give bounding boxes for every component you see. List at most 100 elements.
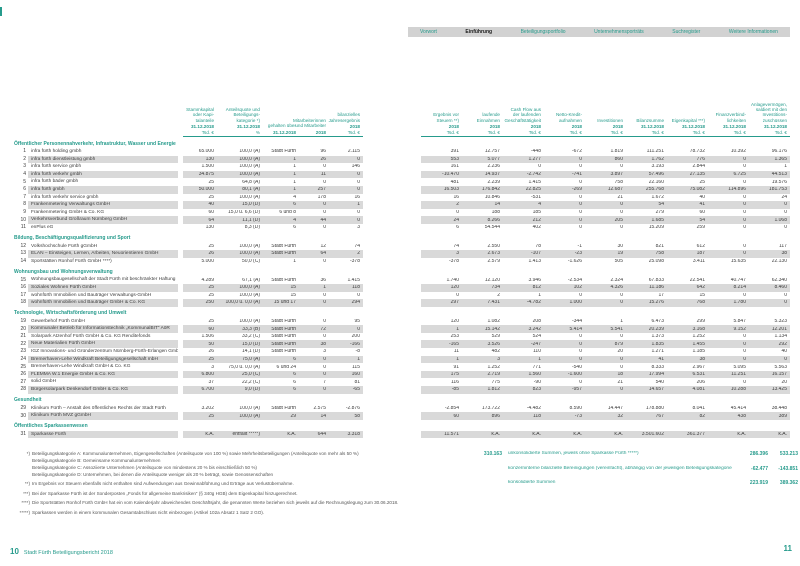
cell-mitarbeiter: 0 — [323, 300, 326, 306]
cell-mitarbeiter: 0 — [323, 210, 326, 216]
left-value-group: 25 100,0 (A) 29 14 58 — [183, 412, 363, 420]
nav-item-weitere-informationen[interactable]: Weitere Informationen — [728, 29, 778, 35]
table-row: 27 solid GmbH 37 22,2 (C) 6 7 81 116 775 -90 0 21 54… — [12, 378, 796, 386]
table-row: 14 Sportstätten Ronhof Fürth GmbH ****) 5.… — [12, 258, 796, 266]
cell-cashflow: -448 — [530, 149, 541, 155]
cell-mitarbeiter: 64 — [320, 251, 326, 257]
cell-investitionen: 20 — [617, 349, 623, 355]
nav-item-vorwort[interactable]: Vorwort — [420, 29, 437, 35]
row-number: 7 — [23, 193, 26, 200]
cell-jahresergebnis: 1 — [357, 356, 360, 362]
nav-item-suchregister[interactable]: Suchregister — [672, 29, 701, 35]
right-value-group: 11 482 110 0 20 1.271 1.185 0 40 — [421, 348, 790, 356]
cell-cashflow: k.A. — [532, 432, 541, 438]
cell-mitarbeiter: 644 — [317, 432, 326, 438]
cell-bilanzsumme: 22.160 — [648, 179, 664, 185]
company-name: Bremerhaven-Lehe Windkraft GmbH & Co. KG — [31, 364, 131, 370]
summary-value-1: -62.477 — [751, 465, 768, 472]
table-row: 26 FLEMMA W.1 Energie GmbH & Co. KG 6.800 2… — [12, 370, 796, 379]
cell-anlagevermoegen: 0 — [784, 300, 787, 306]
cell-laufende-einnahmen: k.A. — [491, 432, 500, 438]
cell-cashflow: -4.782 — [526, 300, 541, 306]
left-value-group: 1.506 33,2 (C) Stadt Fürth 0 200 — [183, 333, 363, 341]
cell-netto-kreditaufnahmen: -2.534 — [567, 277, 582, 283]
cell-eigenkapital: 768 — [696, 300, 705, 306]
cell-gehalten-ueber: Stadt Fürth — [271, 334, 296, 340]
cell-anlagevermoegen: 20 — [781, 379, 787, 385]
cell-laufende-einnahmen: 54.544 — [484, 225, 500, 231]
cell-bilanzsumme: 6.473 — [651, 318, 664, 324]
cell-anlagevermoegen: 8.460 — [774, 285, 787, 291]
cell-netto-kreditaufnahmen: 1.000 — [569, 300, 582, 306]
cell-ergebnis-vor-steuern: 0 — [456, 292, 459, 298]
table-row: 8 Frankenmetering Verwaltungs GmbH 40 15,0 … — [12, 201, 796, 209]
footer-left: 10 Stadt Fürth Beteiligungsbericht 2018 — [10, 547, 113, 556]
cell-stammkapital: 26 — [208, 349, 214, 355]
cell-finanzverbindlichkeiten: 15.635 — [730, 259, 746, 265]
row-number: 12 — [20, 242, 26, 249]
cell-mitarbeiter: 26 — [320, 156, 326, 162]
cell-ergebnis-vor-steuern: 2 — [456, 202, 459, 208]
cell-stammkapital: 65.000 — [198, 149, 214, 155]
cell-anteilsquote: 100,0 (A) — [239, 413, 260, 419]
cell-mitarbeiter: 36 — [320, 277, 326, 283]
summary-value-1: 223.919 — [749, 480, 768, 486]
cell-anteilsquote: 67,1 (A) — [242, 277, 260, 283]
right-value-group: 1.740 12.120 3.946 -2.534 2.324 67.833 22.541 4… — [421, 276, 790, 284]
cell-anlagevermoegen: 0 — [784, 225, 787, 231]
row-number: 15 — [20, 276, 26, 283]
cell-netto-kreditaufnahmen: 0 — [579, 194, 582, 200]
row-number: 27 — [20, 378, 26, 385]
section-title: Technologie, Wirtschaftsförderung und Um… — [14, 310, 127, 317]
cell-investitionen: 0 — [620, 334, 623, 340]
row-number: 19 — [20, 317, 26, 324]
cell-gehalten-ueber: 4 — [293, 194, 296, 200]
row-number: 22 — [20, 340, 26, 347]
left-value-group: 60 33,3 (B) Stadt Fürth 72 0 — [183, 325, 363, 333]
cell-anlagevermoegen: 0 — [784, 210, 787, 216]
cell-investitionen: 758 — [614, 179, 623, 185]
cell-bilanzsumme: 821 — [655, 243, 664, 249]
cell-ergebnis-vor-steuern: 1 — [456, 326, 459, 332]
cell-stammkapital: 26 — [208, 251, 214, 257]
section-title: Öffentliches Sparkassenwesen — [14, 423, 88, 430]
footnote: **) Im Ergebnis vor Steuern ebenfalls nic… — [14, 481, 482, 488]
cell-jahresergebnis: 1.415 — [347, 277, 360, 283]
right-value-group: 91 1.252 771 -540 0 8.333 2.967 5.095 5.563 — [421, 363, 790, 371]
cell-stammkapital: 4.289 — [201, 277, 214, 283]
cell-cashflow: 0 — [538, 164, 541, 170]
cell-gehalten-ueber: 29 — [290, 413, 296, 419]
cell-investitionen: 2.324 — [610, 277, 623, 283]
nav-item-unternehmensportr-ts[interactable]: Unternehmensporträts — [594, 29, 644, 35]
cell-stammkapital: k.A. — [205, 432, 214, 438]
row-number: 9 — [23, 209, 26, 216]
cell-eigenkapital: 25 — [699, 179, 705, 185]
company-name: infra fürth dienstleistung gmbh — [28, 155, 178, 164]
cell-finanzverbindlichkeiten: 9.152 — [733, 326, 746, 332]
cell-investitionen: 0 — [620, 300, 623, 306]
summary-block: 310.163 unkonsolidierte Summen, jeweils o… — [470, 451, 798, 495]
cell-mitarbeiter: 44 — [320, 217, 326, 223]
footnote-text: Beteiligungskategorie A: Kommunalunterne… — [32, 451, 482, 479]
footnote-marker: *) — [26, 451, 30, 456]
column-header-bilanzsumme: Bilanzsumme 31.12.2018 Tsd. € — [636, 117, 664, 135]
left-value-group: 25 75,0 (A) 6 0 1 — [183, 355, 363, 364]
nav-item-beteiligungsportfolio[interactable]: Beteiligungsportfolio — [520, 29, 566, 35]
cell-gehalten-ueber: 6 — [293, 387, 296, 393]
cell-jahresergebnis: 1 — [357, 202, 360, 208]
left-value-group: k.A. entfällt *****) k.A. 644 3.318 — [183, 430, 363, 439]
cell-finanzverbindlichkeiten: 11.251 — [731, 372, 746, 378]
cell-jahresergebnis: 146 — [351, 164, 360, 170]
cell-stammkapital: 50.000 — [198, 187, 214, 193]
summary-value-2: 389.362 — [779, 480, 798, 486]
left-value-group: 1.500 100,0 (A) 1 0 146 — [183, 163, 363, 171]
cell-anteilsquote: 33,3 (B) — [242, 326, 260, 332]
company-name: Klinikum Fürth MVZ gGmbH — [28, 412, 178, 420]
nav-item-einf-hrung[interactable]: Einführung — [465, 29, 493, 35]
cell-ergebnis-vor-steuern: 0 — [456, 210, 459, 216]
footnote-line: Die Sportstätten Ronhof Fürth GmbH hat e… — [32, 500, 399, 506]
cell-bilanzsumme: 17.994 — [648, 372, 664, 378]
cell-finanzverbindlichkeiten: 40.747 — [730, 277, 746, 283]
cell-anteilsquote: 15,0 (D) — [241, 202, 260, 208]
